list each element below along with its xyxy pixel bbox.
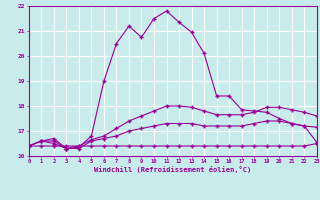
X-axis label: Windchill (Refroidissement éolien,°C): Windchill (Refroidissement éolien,°C) [94, 166, 252, 173]
